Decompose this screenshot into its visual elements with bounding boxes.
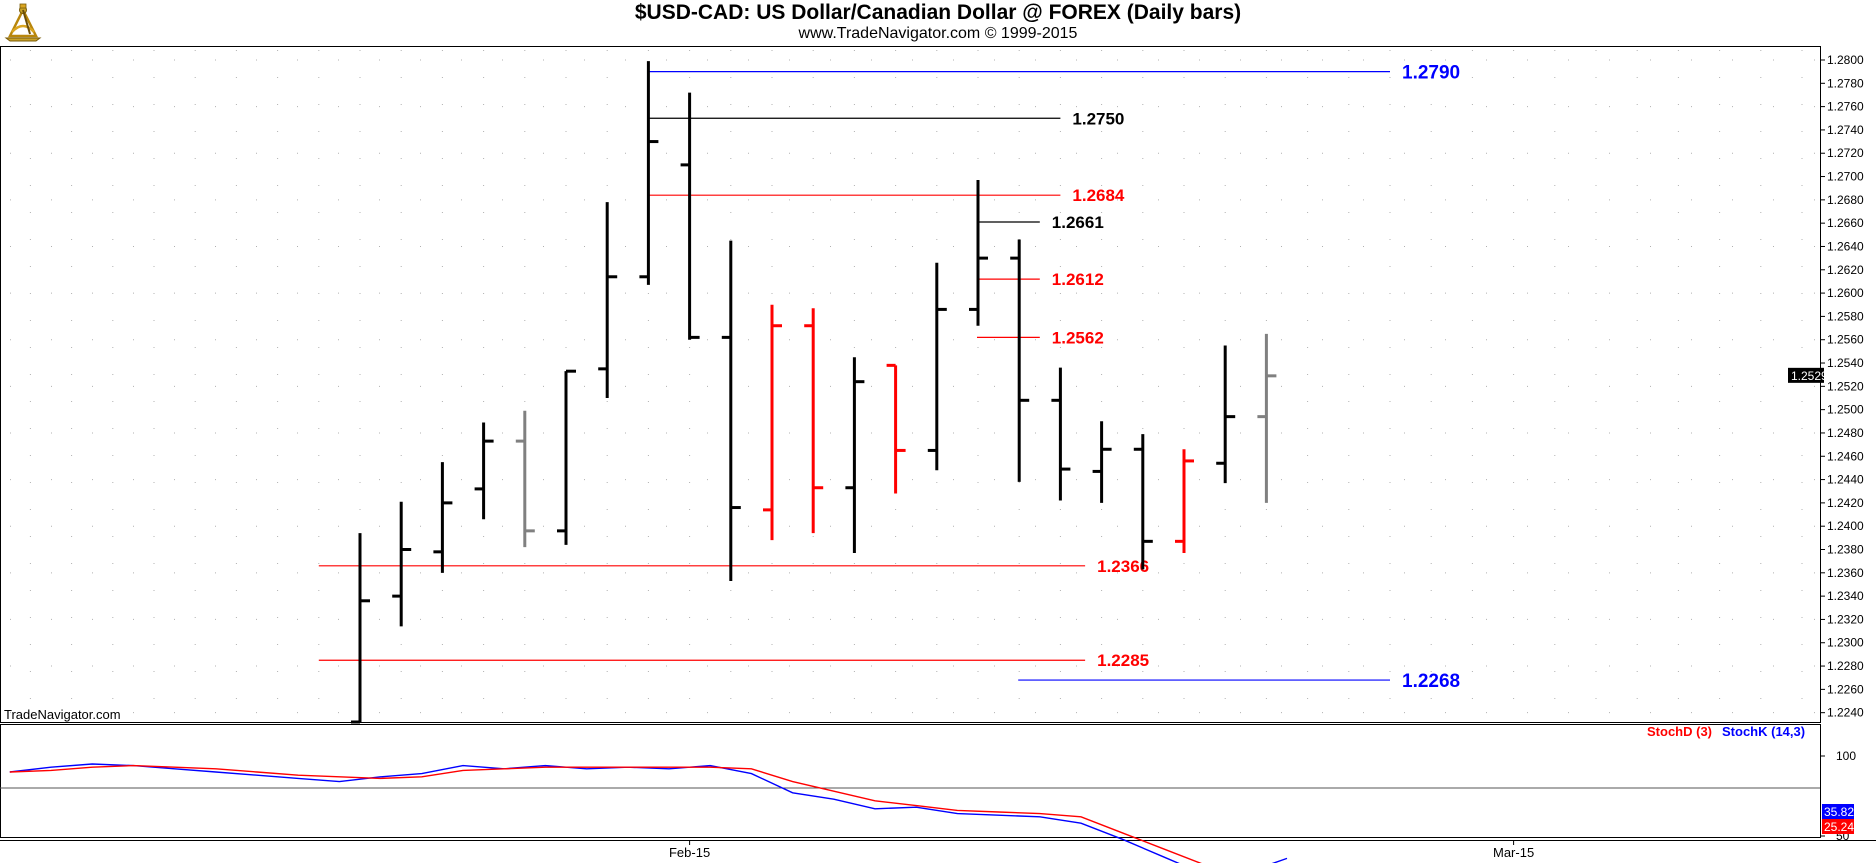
y-tick-label: 1.2580 [1827,309,1864,323]
watermark: TradeNavigator.com [4,707,121,722]
y-tick-label: 1.2520 [1827,379,1864,393]
price-panel-frame [0,46,1821,723]
ohlc-bars [351,61,1277,724]
y-tick-label: 1.2700 [1827,170,1864,184]
y-tick-label: 1.2260 [1827,682,1864,696]
stoch-series-line [9,764,1202,863]
stochd-value-label: 25.24 [1824,820,1854,834]
level-label: 1.2562 [1052,328,1104,347]
y-tick-label: 1.2440 [1827,473,1864,487]
y-tick-label: 1.2560 [1827,333,1864,347]
y-tick-label: 1.2500 [1827,403,1864,417]
y-tick-label: 1.2800 [1827,53,1864,67]
trade-navigator-logo-icon [2,2,44,42]
chart-grid [10,50,1816,720]
y-tick-label: 1.2540 [1827,356,1864,370]
chart-title: $USD-CAD: US Dollar/Canadian Dollar @ FO… [634,1,1242,24]
y-tick-label: 1.2620 [1827,263,1864,277]
y-tick-label: 1.2760 [1827,100,1864,114]
level-label: 1.2285 [1097,651,1149,670]
y-tick-label: 1.2720 [1827,146,1864,160]
y-tick-label: 1.2780 [1827,76,1864,90]
y-tick-label: 1.2460 [1827,449,1864,463]
last-price-label: 1.2529 [1791,369,1828,383]
level-label: 1.2612 [1052,270,1104,289]
y-tick-label: 1.2680 [1827,193,1864,207]
x-tick-label: Mar-15 [1493,845,1534,860]
last-price-badge [1788,367,1824,383]
chart-frame [0,46,1876,841]
y-tick-label: 1.2340 [1827,589,1864,603]
stochastic-panel-frame [0,724,1821,838]
legend-stochd: StochD (3) [1647,724,1712,739]
y-tick-label: 1.2380 [1827,543,1864,557]
support-resistance-levels: 1.2790 1.2750 1.2684 1.2661 1.2612 1.2562 1.23… [318,63,1460,692]
level-label: 1.2750 [1072,109,1124,128]
stoch-y-label: 100 [1836,749,1856,763]
level-label: 1.2268 [1402,671,1460,692]
level-label: 1.2661 [1052,213,1104,232]
stoch-series-line [9,763,1288,863]
legend-stochk: StochK (14,3) [1722,724,1805,739]
y-tick-label: 1.2400 [1827,519,1864,533]
y-tick-label: 1.2660 [1827,216,1864,230]
level-label: 1.2366 [1097,557,1149,576]
y-tick-label: 1.2320 [1827,612,1864,626]
y-tick-label: 1.2280 [1827,659,1864,673]
stochk-value-badge [1822,804,1854,819]
y-tick-label: 1.2600 [1827,286,1864,300]
chart-header: $USD-CAD: US Dollar/Canadian Dollar @ FO… [0,0,1876,46]
date-axis: Feb-15 Mar-15 [669,840,1534,860]
y-tick-label: 1.2360 [1827,566,1864,580]
x-tick-label: Feb-15 [669,845,710,860]
y-tick-label: 1.2420 [1827,496,1864,510]
stochk-value-label: 35.82 [1824,805,1854,819]
level-label: 1.2790 [1402,63,1460,84]
y-tick-label: 1.2300 [1827,636,1864,650]
y-tick-label: 1.2740 [1827,123,1864,137]
level-label: 1.2684 [1072,186,1125,205]
chart-subtitle: www.TradeNavigator.com © 1999-2015 [798,25,1078,42]
y-tick-label: 1.2240 [1827,706,1864,720]
price-axis: 1.2240 1.2260 1.2280 1.2300 1.2320 1.2340 1.23… [1788,53,1864,720]
stochd-value-badge [1822,819,1854,834]
y-tick-label: 1.2480 [1827,426,1864,440]
y-tick-label: 1.2640 [1827,239,1864,253]
